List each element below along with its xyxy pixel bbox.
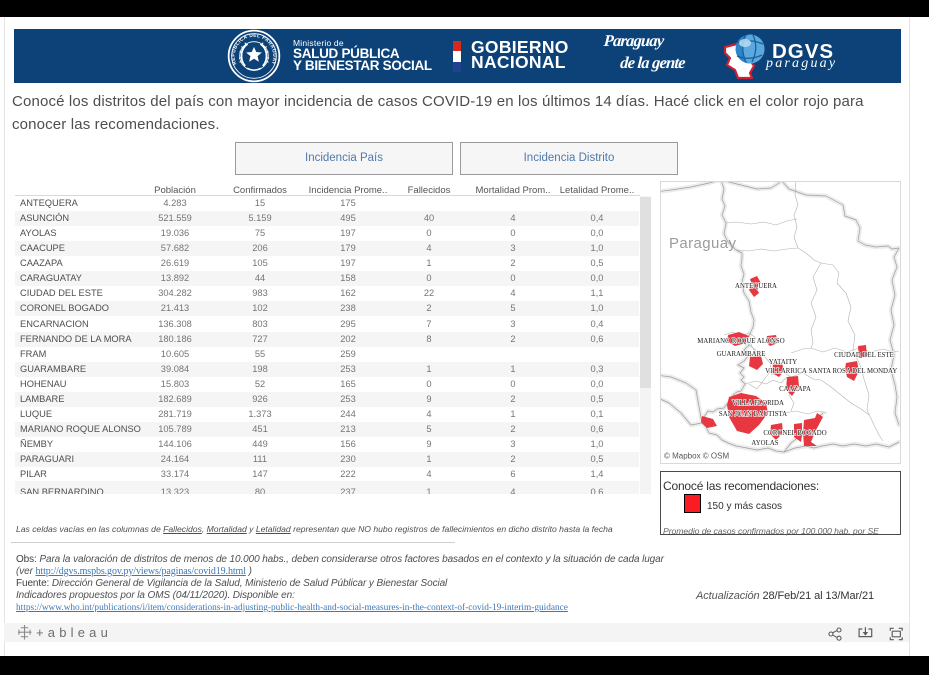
svg-text:CAAZAPA: CAAZAPA — [779, 386, 811, 393]
svg-text:SAN JUAN BAUTISTA: SAN JUAN BAUTISTA — [719, 411, 787, 418]
svg-text:VILLARRICA: VILLARRICA — [765, 368, 807, 375]
svg-text:GUARAMBARE: GUARAMBARE — [717, 351, 766, 358]
svg-text:CIUDAD DEL ESTE: CIUDAD DEL ESTE — [834, 352, 894, 359]
svg-text:AYOLAS: AYOLAS — [751, 440, 778, 447]
svg-text:ANTEQUERA: ANTEQUERA — [735, 283, 777, 290]
svg-text:Paraguay: Paraguay — [669, 235, 737, 252]
svg-text:© Mapbox © OSM: © Mapbox © OSM — [664, 452, 729, 461]
svg-text:MARIANO ROQUE ALONSO: MARIANO ROQUE ALONSO — [697, 338, 785, 345]
svg-text:SANTA ROSA DEL MONDAY: SANTA ROSA DEL MONDAY — [809, 368, 898, 375]
svg-text:YATAITY: YATAITY — [769, 359, 798, 366]
svg-text:+ableau: +ableau — [36, 625, 112, 640]
svg-text:VILLA FLORIDA: VILLA FLORIDA — [732, 400, 784, 407]
svg-text:CORONEL BOGADO: CORONEL BOGADO — [763, 430, 826, 437]
